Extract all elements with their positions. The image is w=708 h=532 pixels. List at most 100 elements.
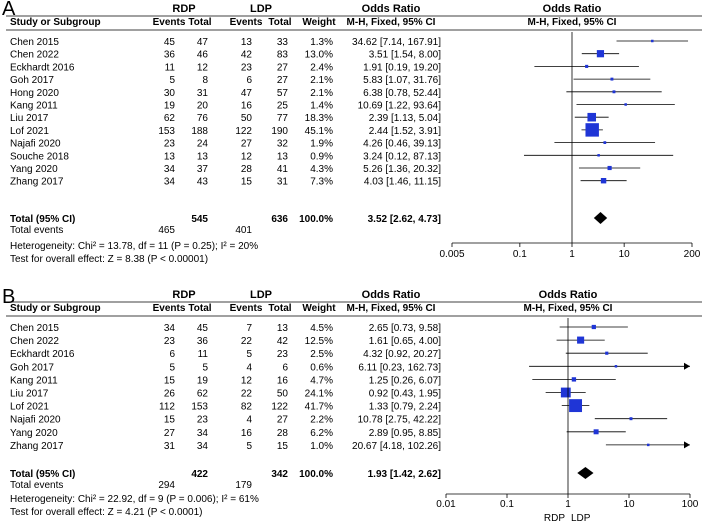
study-name: Liu 2017: [10, 389, 49, 400]
effect-square: [585, 123, 599, 137]
total-ldp: 13: [277, 323, 289, 334]
weight-value: 7.3%: [310, 177, 333, 188]
plot-method-header: M-H, Fixed, 95% CI: [524, 303, 613, 314]
effect-square: [591, 324, 596, 330]
group1-header: RDP: [172, 289, 195, 301]
total-header-1: Total: [188, 303, 211, 314]
weight-value: 2.2%: [310, 415, 333, 426]
events-ldp: 27: [241, 139, 253, 150]
forest-plot-a: RDP LDP Odds Ratio Odds Ratio Study or Subgr…: [6, 3, 702, 275]
total-rdp: 24: [197, 139, 209, 150]
events-ldp: 16: [241, 101, 253, 112]
x-tick-label: 100: [682, 499, 699, 510]
study-name: Goh 2017: [10, 362, 54, 373]
or-ci-text: 2.39 [1.13, 5.04]: [369, 113, 442, 124]
events-ldp: 4: [246, 362, 252, 373]
total-rdp: 5: [202, 362, 208, 373]
total-ldp: 28: [277, 428, 289, 439]
or-title-header: Odds Ratio: [362, 3, 421, 15]
total-header-2: Total: [268, 17, 291, 28]
events-rdp: 34: [164, 323, 176, 334]
total-events-ldp: 179: [235, 480, 252, 491]
weight-value: 1.9%: [310, 139, 333, 150]
total-ldp: 190: [271, 126, 288, 137]
weight-value: 18.3%: [305, 113, 333, 124]
pooled-diamond: [577, 467, 594, 479]
total-rdp: 31: [197, 88, 209, 99]
events-ldp: 13: [241, 37, 253, 48]
events-rdp: 153: [158, 126, 175, 137]
study-name: Souche 2018: [10, 151, 69, 162]
events-header-1: Events: [153, 17, 186, 28]
total-ldp: 16: [277, 375, 289, 386]
events-ldp: 5: [246, 349, 252, 360]
total-ldp: 42: [277, 336, 289, 347]
total-ldp: 50: [277, 389, 289, 400]
weight-value: 4.3%: [310, 164, 333, 175]
or-ci-text: 1.25 [0.26, 6.07]: [369, 375, 442, 386]
total-or-ci-text: 3.52 [2.62, 4.73]: [368, 214, 441, 225]
weight-value: 4.5%: [310, 323, 333, 334]
total-rdp: 8: [202, 75, 208, 86]
total-ldp: 13: [277, 151, 289, 162]
or-ci-text: 20.67 [4.18, 102.26]: [352, 441, 441, 452]
or-ci-text: 3.51 [1.54, 8.00]: [369, 50, 442, 61]
events-rdp: 112: [159, 402, 175, 413]
events-header-2: Events: [230, 303, 263, 314]
weight-value: 0.6%: [310, 362, 333, 373]
or-ci-text: 0.92 [0.43, 1.95]: [369, 389, 442, 400]
total-rdp: 76: [197, 113, 209, 124]
total-events-rdp: 294: [158, 480, 175, 491]
x-tick-label: 10: [619, 249, 631, 260]
total-rdp: 47: [197, 37, 209, 48]
events-rdp: 13: [164, 151, 176, 162]
effect-square: [597, 154, 600, 157]
events-ldp: 4: [246, 415, 252, 426]
effect-square: [646, 443, 650, 447]
x-tick-label: 0.005: [439, 249, 464, 260]
weight-header: Weight: [302, 303, 336, 314]
effect-square: [624, 103, 627, 106]
study-name: Eckhardt 2016: [10, 62, 75, 73]
weight-value: 45.1%: [305, 126, 333, 137]
events-rdp: 31: [164, 441, 176, 452]
effect-square: [603, 141, 607, 144]
events-rdp: 45: [164, 37, 176, 48]
effect-square: [629, 417, 633, 421]
events-rdp: 36: [164, 50, 176, 61]
study-name: Hong 2020: [10, 88, 59, 99]
total-n-rdp: 545: [191, 214, 208, 225]
weight-value: 1.0%: [310, 441, 333, 452]
total-ldp: 77: [277, 113, 289, 124]
or-ci-text: 6.38 [0.78, 52.44]: [363, 88, 441, 99]
study-name: Zhang 2017: [10, 441, 64, 452]
study-name: Eckhardt 2016: [10, 349, 75, 360]
effect-square: [651, 39, 654, 43]
total-ldp: 15: [277, 441, 289, 452]
total-rdp: 12: [197, 62, 209, 73]
total-ldp: 27: [277, 75, 289, 86]
study-name: Kang 2011: [10, 375, 58, 386]
total-ldp: 83: [277, 50, 289, 61]
total-n-ldp: 342: [271, 469, 288, 480]
total-rdp: 11: [198, 349, 209, 360]
overall-effect-text: Test for overall effect: Z = 4.21 (P < 0…: [10, 507, 203, 518]
events-header-2: Events: [230, 17, 263, 28]
total-rdp: 37: [197, 164, 209, 175]
or-ci-text: 10.78 [2.75, 42.22]: [358, 415, 442, 426]
total-rdp: 45: [197, 323, 209, 334]
or-ci-text: 1.91 [0.19, 19.20]: [363, 62, 441, 73]
study-name: Yang 2020: [10, 428, 58, 439]
weight-value: 12.5%: [305, 336, 333, 347]
total-rdp: 62: [197, 389, 209, 400]
events-rdp: 27: [164, 428, 176, 439]
total-rdp: 34: [197, 441, 209, 452]
total-ldp: 33: [277, 37, 289, 48]
total-events-label: Total events: [10, 480, 63, 491]
events-rdp: 34: [164, 164, 176, 175]
or-ci-text: 4.26 [0.46, 39.13]: [363, 139, 441, 150]
total-rdp: 20: [197, 101, 209, 112]
x-tick-label: 10: [623, 499, 635, 510]
events-rdp: 5: [169, 362, 175, 373]
total-ldp: 57: [277, 88, 289, 99]
